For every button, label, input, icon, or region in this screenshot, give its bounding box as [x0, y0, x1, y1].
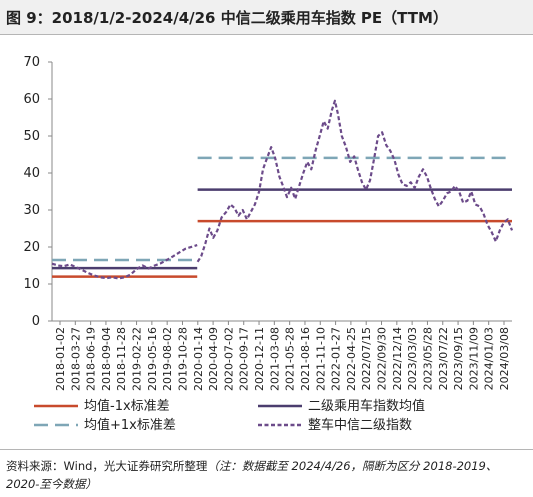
index-series — [51, 99, 514, 280]
x-tick-label: 2018-03-27 — [69, 327, 82, 391]
x-tick-label: 2021-05-28 — [284, 327, 297, 391]
x-tick-label: 2022-04-25 — [345, 327, 358, 391]
x-tick-label: 2023/03/03 — [406, 327, 419, 390]
x-tick-label: 2021-08-16 — [299, 327, 312, 391]
legend-label: 整车中信二级指数 — [308, 417, 412, 433]
y-tick-label: 0 — [32, 314, 40, 329]
x-tick-label: 2022/09/30 — [376, 327, 389, 390]
x-tick-label: 2023/07/22 — [437, 327, 450, 390]
source-note: 资料来源：Wind，光大证券研究所整理（注：数据截至 2024/4/26，隔断为… — [6, 457, 526, 493]
figure-title: 图 9：2018/1/2-2024/4/26 中信二级乘用车指数 PE（TTM） — [6, 9, 448, 27]
x-tick-label: 2019-08-02 — [161, 327, 174, 391]
footer-divider — [0, 449, 533, 450]
x-tick-label: 2020-01-14 — [192, 327, 205, 391]
x-tick-label: 2024/01/03 — [483, 327, 496, 390]
x-tick-label: 2019-05-16 — [146, 327, 159, 391]
source-footnote: （注：数据截至 2024/4/26，隔断为区分 2018-2019、2020-至… — [6, 459, 498, 491]
source-prefix: 资料来源：Wind，光大证券研究所整理 — [6, 459, 208, 473]
x-tick-label: 2022/12/14 — [391, 327, 404, 390]
x-tick-label: 2018-06-19 — [85, 327, 98, 391]
x-tick-label: 2019-10-28 — [176, 327, 189, 391]
y-tick-label: 20 — [23, 240, 40, 255]
x-tick-label: 2020-07-02 — [222, 327, 235, 391]
y-tick-label: 70 — [23, 55, 40, 70]
x-tick-label: 2022-01-27 — [330, 327, 343, 391]
x-tick-label: 2020-09-17 — [238, 327, 251, 391]
x-tick-label: 2020-04-09 — [207, 327, 220, 391]
reference-lines — [52, 156, 512, 278]
index-series-line — [196, 99, 514, 263]
x-tick-label: 2023/09/15 — [452, 327, 465, 390]
x-tick-label: 2021-11-10 — [314, 327, 327, 391]
legend-label: 均值-1x标准差 — [84, 398, 170, 414]
x-tick-label: 2019-02-22 — [131, 327, 144, 391]
figure-header: 图 9：2018/1/2-2024/4/26 中信二级乘用车指数 PE（TTM） — [0, 0, 533, 34]
x-tick-label: 2018-01-02 — [54, 327, 67, 391]
y-tick-label: 10 — [23, 277, 40, 292]
x-tick-label: 2020-12-11 — [253, 327, 266, 391]
y-tick-label: 60 — [23, 92, 40, 107]
x-tick-label: 2023/05/28 — [421, 327, 434, 390]
y-tick-label: 30 — [23, 203, 40, 218]
legend-label: 均值+1x标准差 — [84, 417, 176, 433]
x-tick-label: 2018-11-28 — [115, 327, 128, 391]
x-tick-label: 2022/07/15 — [360, 327, 373, 390]
x-tick-label: 2018-09-04 — [100, 327, 113, 391]
x-tick-label: 2024/03/08 — [498, 327, 511, 390]
header-divider — [0, 34, 533, 35]
index-series-line — [51, 244, 198, 280]
x-tick-label: 2023/11/09 — [467, 327, 480, 390]
y-tick-label: 50 — [23, 129, 40, 144]
x-tick-label: 2021-03-08 — [268, 327, 281, 391]
legend-label: 二级乘用车指数均值 — [308, 398, 425, 414]
y-tick-label: 40 — [23, 166, 40, 181]
